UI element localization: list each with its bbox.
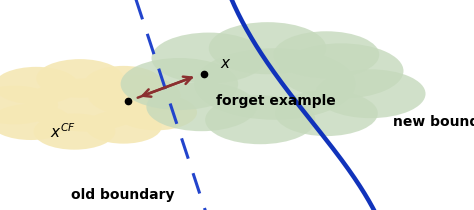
Text: forget example: forget example — [216, 94, 336, 109]
Text: new boundary: new boundary — [393, 115, 474, 129]
Text: old boundary: old boundary — [72, 188, 175, 202]
Text: $x^{CF}$: $x^{CF}$ — [50, 122, 76, 140]
Text: $x$: $x$ — [220, 55, 232, 71]
